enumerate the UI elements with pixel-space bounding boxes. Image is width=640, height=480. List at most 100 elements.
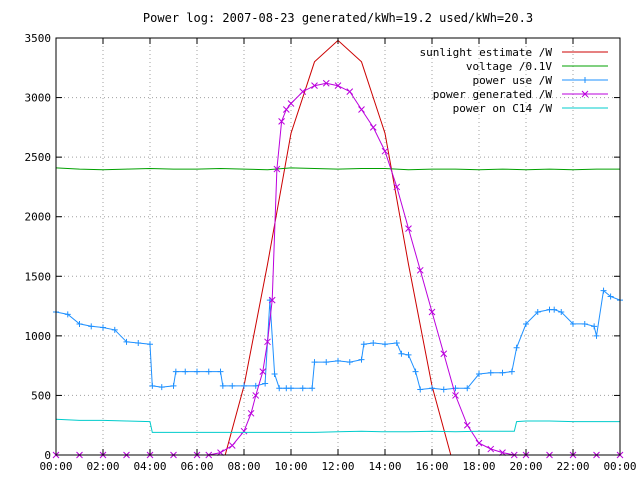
- data-point: [228, 442, 236, 449]
- y-tick-label: 2000: [25, 211, 52, 224]
- x-tick-label: 14:00: [368, 460, 401, 473]
- y-tick-label: 3500: [25, 32, 52, 45]
- data-point: [252, 392, 260, 399]
- data-point: [194, 368, 200, 375]
- data-point: [600, 287, 607, 294]
- data-point: [287, 100, 295, 107]
- data-point: [382, 341, 388, 348]
- data-point: [398, 350, 405, 357]
- x-tick-label: 00:00: [39, 460, 72, 473]
- data-point: [551, 306, 558, 313]
- data-point: [452, 392, 459, 399]
- data-point: [276, 385, 283, 392]
- data-point: [440, 386, 447, 393]
- series-1: [55, 167, 620, 171]
- data-point: [487, 445, 495, 453]
- grid-lines: [56, 38, 620, 455]
- data-point: [440, 350, 448, 358]
- series-line: [56, 82, 620, 456]
- data-point: [591, 323, 598, 330]
- x-axis-ticks: 00:00 02:00 04:00 06:00 08:00 10:00 12:00 14:00…: [39, 38, 637, 473]
- data-point: [487, 369, 494, 376]
- data-point: [393, 340, 400, 347]
- data-point: [393, 183, 401, 191]
- x-tick-label: 02:00: [86, 460, 119, 473]
- data-point: [369, 124, 377, 131]
- data-point: [264, 338, 271, 346]
- y-tick-label: 1000: [25, 330, 52, 343]
- x-tick-label: 04:00: [133, 460, 166, 473]
- legend-label: power on C14 /W: [453, 102, 553, 115]
- x-tick-label: 18:00: [462, 460, 495, 473]
- y-tick-label: 0: [44, 449, 51, 462]
- data-point: [570, 320, 576, 327]
- x-tick-label: 12:00: [321, 460, 354, 473]
- series-line: [55, 418, 620, 433]
- y-axis-ticks: 0 500 1000 1500 2000 2500 3000 3500: [25, 32, 620, 462]
- legend-label: sunlight estimate /W: [420, 46, 553, 59]
- data-point: [149, 382, 156, 389]
- data-point: [309, 385, 316, 392]
- data-point: [346, 88, 354, 95]
- y-tick-label: 2500: [25, 151, 52, 164]
- data-point: [111, 326, 118, 333]
- chart-title: Power log: 2007-08-23 generated/kWh=19.2…: [143, 11, 533, 25]
- data-point: [381, 147, 389, 155]
- data-point: [416, 266, 424, 274]
- series-4: [55, 418, 620, 433]
- x-tick-label: 20:00: [509, 460, 542, 473]
- data-point: [123, 338, 130, 345]
- data-point: [464, 385, 471, 392]
- data-point: [299, 385, 306, 392]
- data-point: [405, 225, 412, 232]
- data-point: [523, 320, 529, 327]
- legend-marker: [581, 90, 589, 98]
- data-point: [322, 79, 330, 87]
- data-point: [252, 382, 259, 389]
- data-point: [499, 369, 506, 376]
- data-point: [358, 356, 365, 363]
- data-point: [240, 427, 248, 435]
- data-point: [217, 368, 224, 375]
- data-point: [172, 368, 179, 375]
- data-point: [358, 106, 365, 113]
- data-point: [182, 368, 189, 375]
- data-point: [278, 118, 285, 125]
- data-point: [558, 309, 565, 316]
- data-point: [476, 370, 482, 377]
- data-point: [334, 82, 342, 90]
- data-point: [273, 165, 281, 173]
- data-point: [417, 386, 424, 393]
- data-point: [581, 320, 588, 327]
- data-point: [335, 357, 341, 364]
- x-tick-label: 22:00: [556, 460, 589, 473]
- data-point: [346, 359, 353, 366]
- legend-label: power use /W: [473, 74, 553, 87]
- series-2: [53, 287, 623, 393]
- data-point: [508, 368, 515, 375]
- series-line: [55, 167, 620, 171]
- data-point: [247, 409, 255, 417]
- data-point: [428, 308, 436, 316]
- data-point: [311, 359, 318, 366]
- x-tick-label: 16:00: [415, 460, 448, 473]
- data-point: [323, 359, 330, 366]
- data-point: [429, 385, 435, 392]
- data-point: [311, 82, 318, 90]
- data-point: [205, 368, 212, 375]
- series-3: [52, 79, 624, 459]
- x-tick-label: 10:00: [274, 460, 307, 473]
- data-point: [370, 340, 377, 347]
- legend-label: voltage /0.1V: [466, 60, 552, 73]
- data-point: [64, 311, 71, 318]
- legend-marker: [582, 77, 588, 83]
- data-point: [158, 384, 165, 391]
- data-point: [360, 341, 367, 348]
- data-point: [299, 88, 307, 95]
- y-tick-label: 1500: [25, 270, 52, 283]
- data-point: [288, 385, 294, 392]
- data-point: [282, 106, 290, 113]
- data-point: [463, 421, 471, 429]
